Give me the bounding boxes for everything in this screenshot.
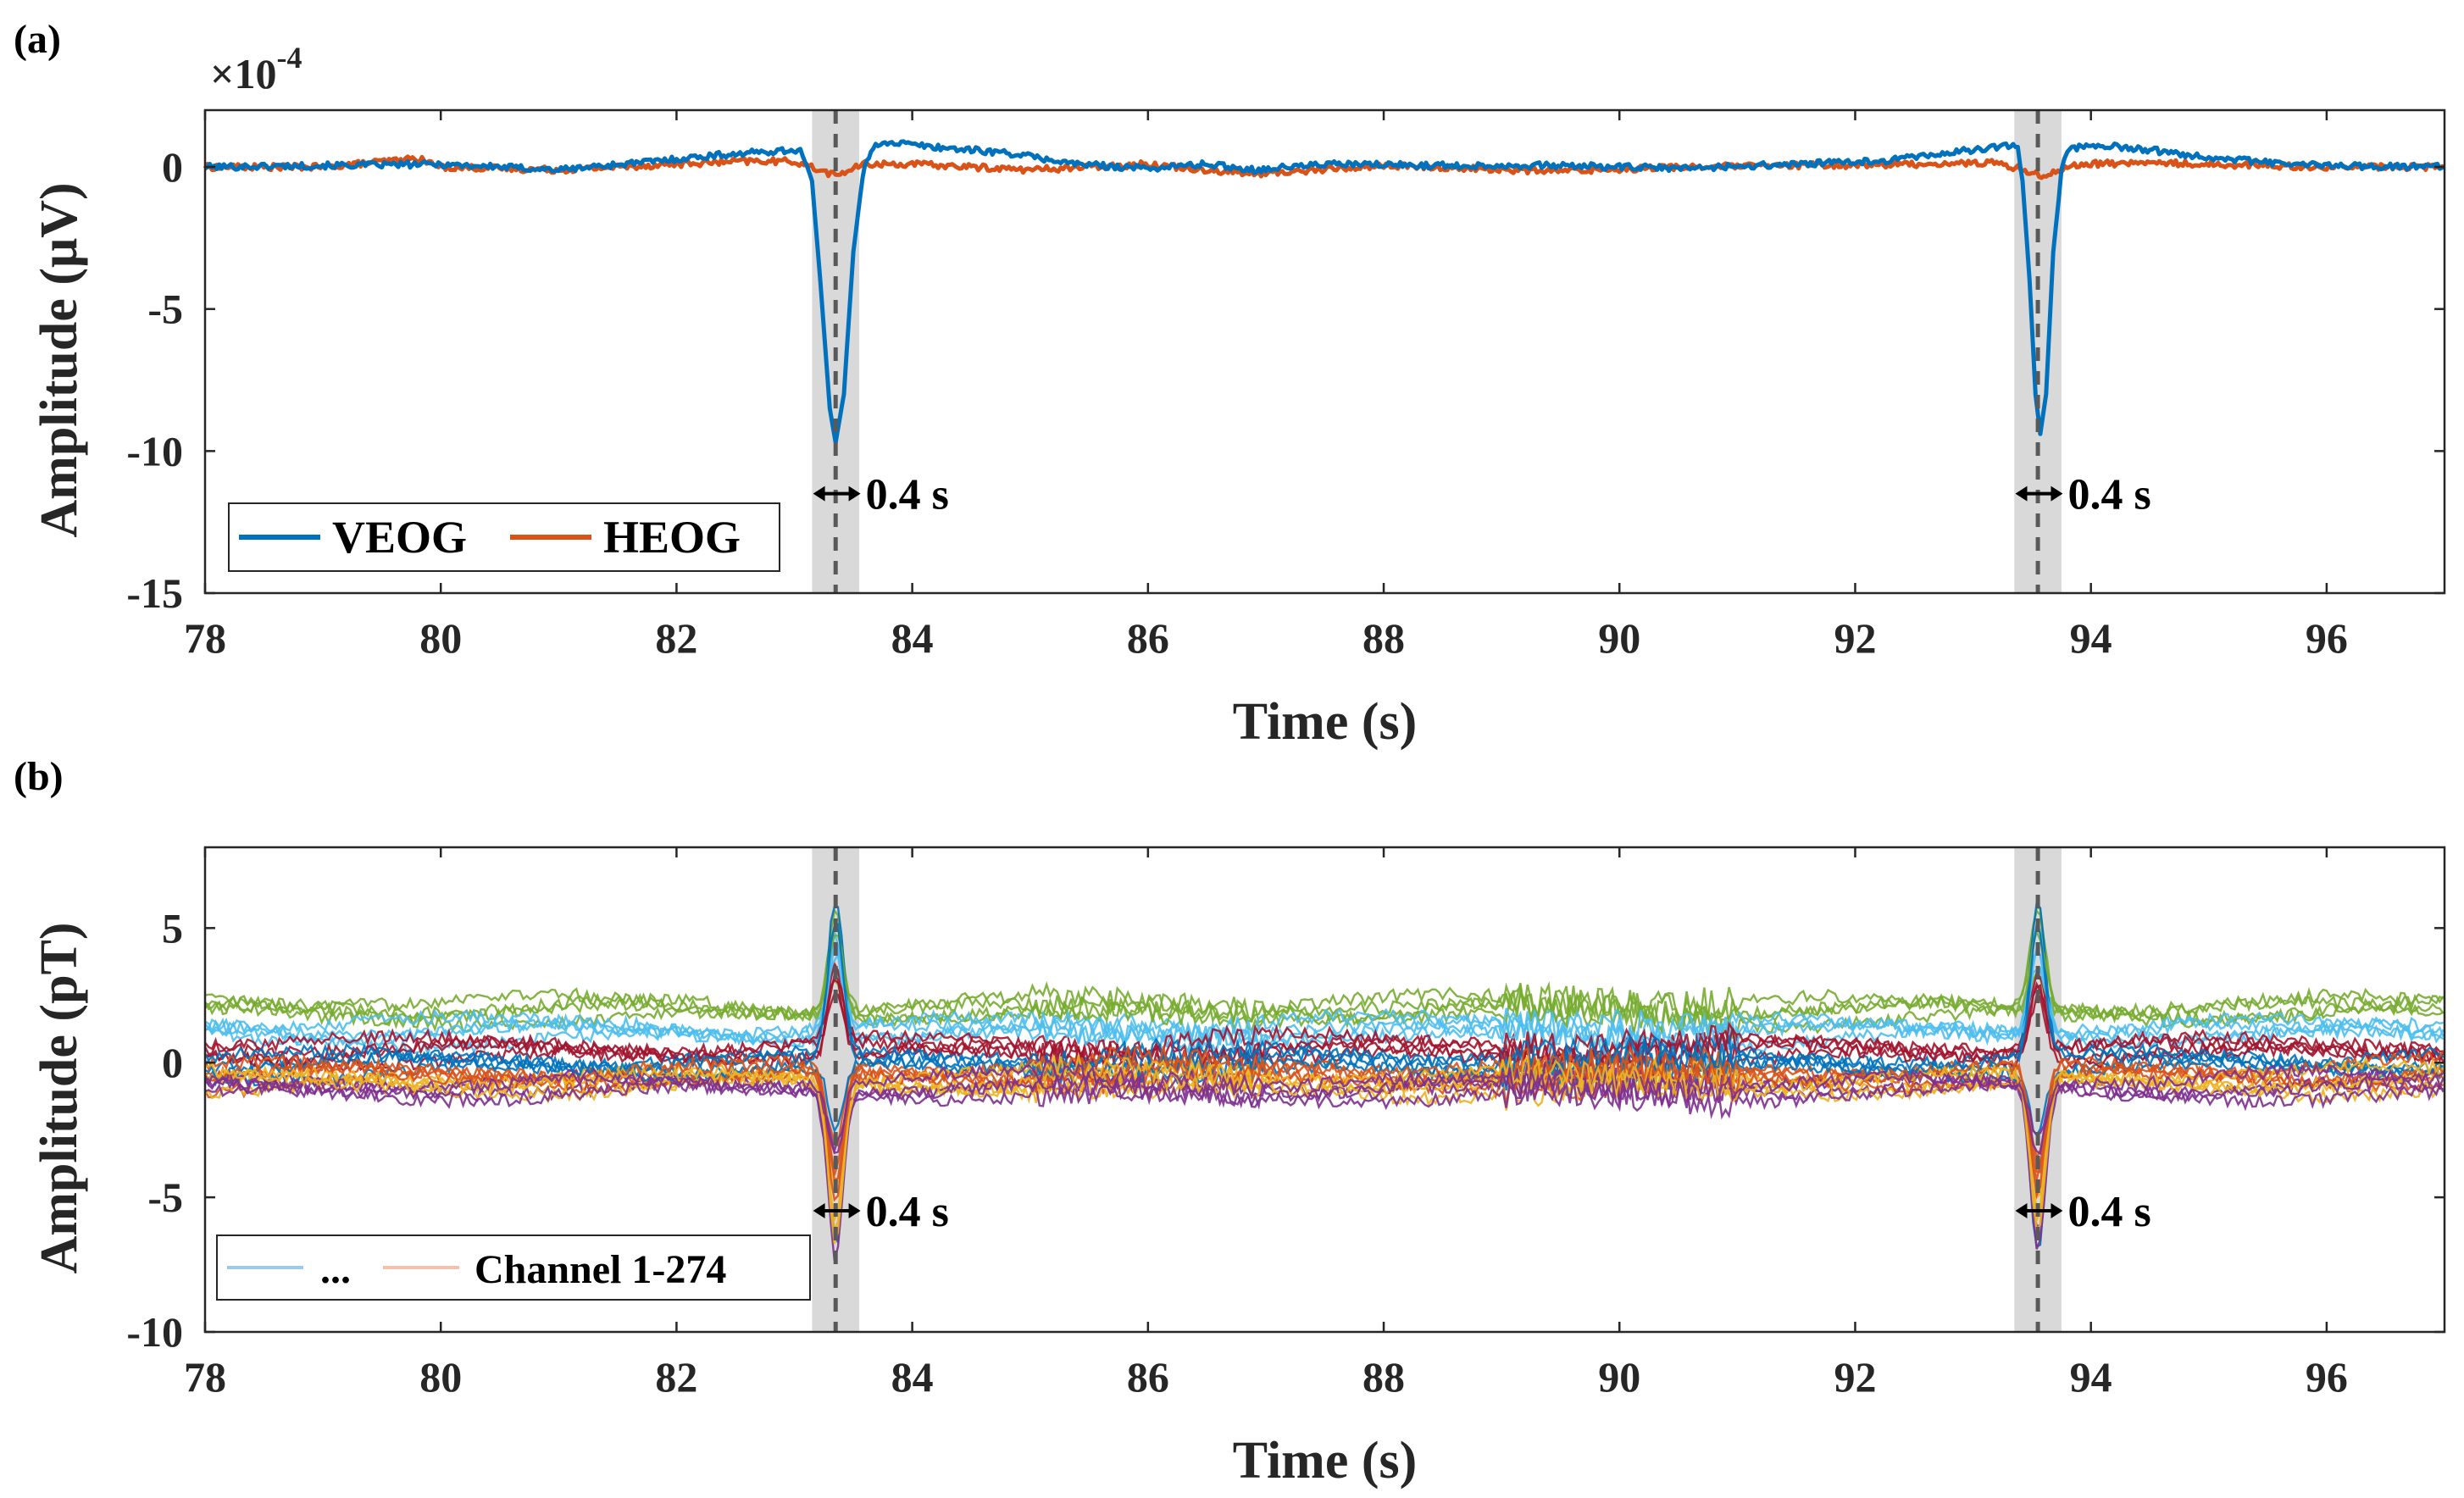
x-tick-label-b-96: 96: [2306, 1353, 2348, 1401]
ticks-b: 78 80 82 84 86 88 90 92 94 96 5 0 -5 -10: [126, 847, 2445, 1401]
x-axis-title-b: Time (s): [1233, 1432, 1418, 1490]
series-line-veog: [204, 139, 2445, 445]
x-tick-label-a-82: 82: [655, 614, 697, 662]
axes-a: [203, 108, 2446, 595]
x-tick-label-b-92: 92: [1834, 1353, 1876, 1401]
x-tick-label-a-94: 94: [2070, 614, 2112, 662]
y-tick-label-b-2: -5: [147, 1173, 183, 1221]
channel-trace-12: [204, 1052, 2445, 1180]
y-tick-label-b-3: -10: [126, 1308, 183, 1356]
annotation-a-2: 0.4 s: [2015, 471, 2151, 519]
annotation-arrow-left: [2015, 485, 2028, 502]
annotation-label: 0.4 s: [2067, 1188, 2150, 1236]
annotations-b: 0.4 s 0.4 s: [813, 1188, 2151, 1236]
x-tick-label-b-88: 88: [1362, 1353, 1405, 1401]
legend-a: VEOG HEOG: [228, 502, 780, 572]
annotation-label: 0.4 s: [866, 1188, 949, 1236]
annotation-arrow-left: [2015, 1203, 2028, 1218]
x-tick-label-a-80: 80: [419, 614, 462, 662]
annotation-arrow-left: [813, 1203, 825, 1218]
axes-b: [203, 846, 2446, 1334]
x-tick-label-a-86: 86: [1127, 614, 1169, 662]
x-tick-label-b-78: 78: [184, 1353, 226, 1401]
channel-trace-16: [204, 944, 2445, 1058]
y-axis-title-b: Amplitude (pT): [31, 922, 88, 1273]
channel-trace-28: [204, 1059, 2445, 1156]
legend-label-veog: VEOG: [332, 512, 467, 563]
channel-trace-4: [204, 1047, 2445, 1249]
x-tick-label-a-90: 90: [1598, 614, 1640, 662]
x-tick-label-b-94: 94: [2070, 1353, 2112, 1401]
ticks-a: 78 80 82 84 86 88 90 92 94 96 0 -5 -10 -15: [126, 110, 2445, 662]
y-tick-label-a-1: -5: [147, 286, 183, 333]
annotations-a: 0.4 s 0.4 s: [813, 471, 2151, 519]
y-axis-title-a: Amplitude (μV): [31, 182, 88, 537]
x-tick-label-a-96: 96: [2306, 614, 2348, 662]
annotation-b-2: 0.4 s: [2015, 1188, 2151, 1236]
y-tick-label-a-3: -15: [126, 569, 183, 617]
annotation-arrow-right: [2051, 1203, 2063, 1218]
annotation-arrow-right: [848, 485, 861, 502]
annotation-arrow-right: [2051, 485, 2063, 502]
x-tick-label-b-80: 80: [419, 1353, 462, 1401]
x-tick-label-a-92: 92: [1834, 614, 1876, 662]
y-tick-label-a-0: 0: [162, 143, 183, 191]
x-tick-label-a-84: 84: [891, 614, 934, 662]
channel-trace-18: [204, 900, 2444, 1092]
x-tick-label-b-90: 90: [1598, 1353, 1640, 1401]
y-tick-label-a-2: -10: [126, 427, 183, 474]
channel-trace-22: [204, 929, 2445, 1027]
legend-box-b: [216, 1234, 811, 1301]
legend-label-heog: HEOG: [603, 512, 741, 563]
channel-trace-25: [203, 920, 2445, 1078]
legend-box-a: [228, 502, 780, 572]
panel-b-label: (b): [14, 754, 64, 799]
axes-frame-a: [203, 108, 2446, 595]
x-tick-label-a-88: 88: [1362, 614, 1405, 662]
series-lines-a: [203, 139, 2445, 445]
legend-label-channels: Channel 1-274: [474, 1247, 726, 1292]
axes-frame-b: [203, 846, 2446, 1334]
channel-trace-24: [204, 992, 2444, 1066]
x-axis-title-a: Time (s): [1233, 693, 1418, 751]
legend-label-ellipsis: ...: [320, 1247, 351, 1292]
channel-trace-23: [204, 951, 2445, 1047]
x-tick-label-a-78: 78: [184, 614, 226, 662]
y-tick-label-b-0: 5: [162, 904, 183, 952]
legend-b: ... Channel 1-274: [216, 1234, 811, 1301]
annotation-arrow-left: [813, 485, 825, 502]
x-tick-label-b-82: 82: [655, 1353, 697, 1401]
panel-a: (a) ×10-4 78 80 82 84 86 88 90 92 94 960-5-10-15 …: [14, 17, 2446, 751]
x-tick-label-b-86: 86: [1127, 1353, 1169, 1401]
panel-b: (b) 78 80 82 84 86 88 90 92 94 96 5 0 -5 -10 Time (s)…: [14, 754, 2446, 1490]
annotation-b-1: 0.4 s: [813, 1188, 949, 1236]
annotation-label: 0.4 s: [866, 471, 949, 519]
panel-a-label: (a): [14, 17, 61, 62]
channel-traces-b: [203, 900, 2445, 1262]
x-tick-label-b-84: 84: [891, 1353, 934, 1401]
channel-trace-15: [203, 908, 2445, 1035]
channel-trace-17: [204, 978, 2445, 1075]
annotation-arrow-right: [848, 1203, 861, 1218]
annotation-a-1: 0.4 s: [813, 471, 949, 519]
annotation-label: 0.4 s: [2067, 471, 2150, 519]
y-multiplier: ×10-4: [210, 41, 302, 97]
y-tick-label-b-1: 0: [162, 1039, 183, 1086]
